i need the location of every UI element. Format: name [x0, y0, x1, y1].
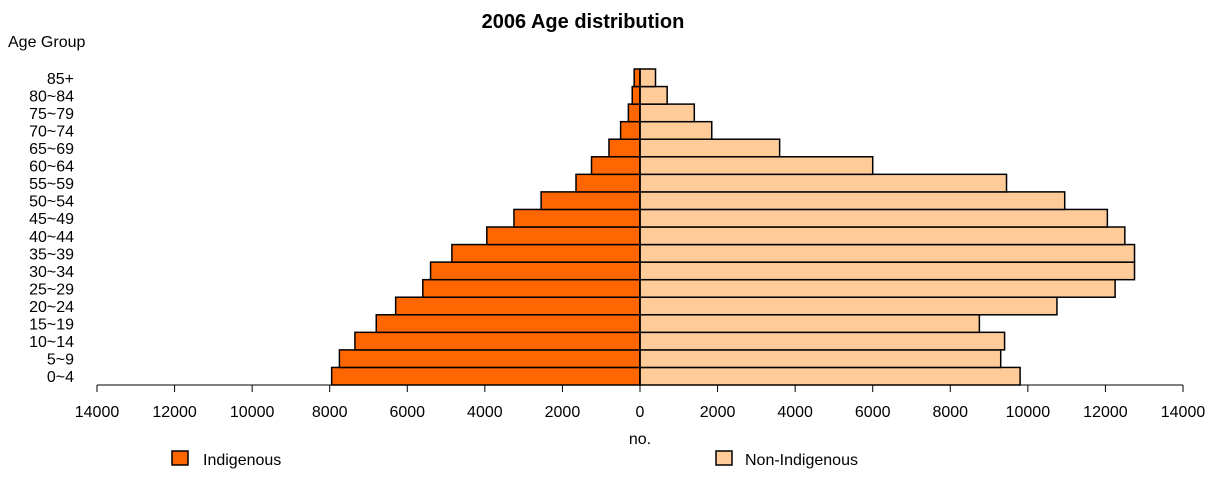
- y-tick-label: 20~24: [29, 299, 74, 316]
- bar-indigenous-70~74: [619, 120, 641, 140]
- y-tick-label: 60~64: [29, 159, 74, 176]
- bar-non-indigenous-15~19: [639, 314, 981, 334]
- bar-non-indigenous-0~4: [639, 366, 1021, 386]
- bar-non-indigenous-55~59: [639, 173, 1008, 193]
- bar-non-indigenous-80~84: [639, 85, 668, 105]
- bar-indigenous-35~39: [451, 243, 641, 263]
- bar-non-indigenous-25~29: [639, 278, 1116, 298]
- x-tick-label: 4000: [467, 404, 503, 421]
- x-tick-label: 12000: [1083, 404, 1128, 421]
- legend-label-indigenous: Indigenous: [203, 452, 281, 469]
- x-tick-label: 10000: [230, 404, 275, 421]
- y-tick-label: 55~59: [29, 176, 74, 193]
- x-tick-label: 12000: [152, 404, 197, 421]
- bar-non-indigenous-85+: [639, 68, 657, 88]
- y-tick-label: 0~4: [47, 369, 74, 386]
- bar-non-indigenous-60~64: [639, 156, 874, 176]
- bar-non-indigenous-10~14: [639, 331, 1006, 351]
- y-tick-label: 25~29: [29, 281, 74, 298]
- bar-non-indigenous-20~24: [639, 296, 1058, 316]
- bar-indigenous-55~59: [575, 173, 641, 193]
- x-tick-label: 2000: [545, 404, 581, 421]
- y-tick-label: 10~14: [29, 334, 74, 351]
- x-tick-label: 14000: [75, 404, 120, 421]
- x-tick-label: 2000: [700, 404, 736, 421]
- y-axis-title: Age Group: [8, 34, 85, 51]
- x-tick-label: 0: [636, 404, 645, 421]
- chart-title: 2006 Age distribution: [482, 11, 685, 33]
- y-tick-label: 35~39: [29, 246, 74, 263]
- bar-indigenous-20~24: [394, 296, 641, 316]
- bar-non-indigenous-70~74: [639, 120, 713, 140]
- bar-non-indigenous-30~34: [639, 261, 1136, 281]
- y-tick-labels: 0~45~910~1415~1920~2425~2930~3435~3940~4…: [29, 71, 74, 386]
- bar-indigenous-80~84: [631, 85, 641, 105]
- y-tick-label: 85+: [47, 71, 74, 88]
- bar-indigenous-45~49: [513, 208, 641, 228]
- x-tick-label: 8000: [932, 404, 968, 421]
- y-tick-label: 65~69: [29, 141, 74, 158]
- bar-indigenous-40~44: [486, 226, 641, 246]
- x-tick-label: 6000: [855, 404, 891, 421]
- bar-indigenous-5~9: [338, 349, 641, 369]
- y-tick-label: 40~44: [29, 229, 74, 246]
- bar-indigenous-0~4: [330, 366, 641, 386]
- bar-non-indigenous-45~49: [639, 208, 1109, 228]
- bar-non-indigenous-75~79: [639, 103, 696, 123]
- y-tick-label: 30~34: [29, 264, 74, 281]
- bar-non-indigenous-5~9: [639, 349, 1002, 369]
- bar-indigenous-60~64: [590, 156, 641, 176]
- axes-layer: [96, 69, 1184, 392]
- bar-indigenous-30~34: [429, 261, 641, 281]
- legend-label-non-indigenous: Non-Indigenous: [745, 452, 858, 469]
- legend-swatch-non-indigenous: [715, 450, 733, 466]
- y-tick-label: 70~74: [29, 123, 74, 140]
- legend: Indigenous Non-Indigenous: [171, 450, 858, 469]
- bar-indigenous-10~14: [354, 331, 641, 351]
- bar-non-indigenous-50~54: [639, 191, 1066, 211]
- y-tick-label: 80~84: [29, 88, 74, 105]
- bar-indigenous-15~19: [375, 314, 641, 334]
- x-axis-title: no.: [629, 431, 651, 448]
- bar-non-indigenous-35~39: [639, 243, 1136, 263]
- x-tick-label: 10000: [1006, 404, 1051, 421]
- bar-non-indigenous-65~69: [639, 138, 781, 158]
- y-tick-label: 75~79: [29, 106, 74, 123]
- bar-indigenous-25~29: [422, 278, 641, 298]
- bar-indigenous-85+: [633, 68, 641, 88]
- x-tick-labels: 14000 12000 10000 8000 6000 4000 2000 0 2000 4000…: [75, 404, 1206, 421]
- bar-indigenous-50~54: [540, 191, 641, 211]
- bar-non-indigenous-40~44: [639, 226, 1126, 246]
- y-tick-label: 5~9: [47, 352, 74, 369]
- legend-swatch-indigenous: [171, 450, 189, 466]
- y-tick-label: 50~54: [29, 194, 74, 211]
- y-tick-label: 15~19: [29, 317, 74, 334]
- y-tick-label: 45~49: [29, 211, 74, 228]
- bars-layer: [330, 68, 1136, 386]
- bar-indigenous-65~69: [608, 138, 641, 158]
- x-tick-label: 14000: [1161, 404, 1206, 421]
- bar-indigenous-75~79: [627, 103, 641, 123]
- x-tick-label: 4000: [777, 404, 813, 421]
- x-tick-label: 6000: [389, 404, 425, 421]
- x-tick-label: 8000: [312, 404, 348, 421]
